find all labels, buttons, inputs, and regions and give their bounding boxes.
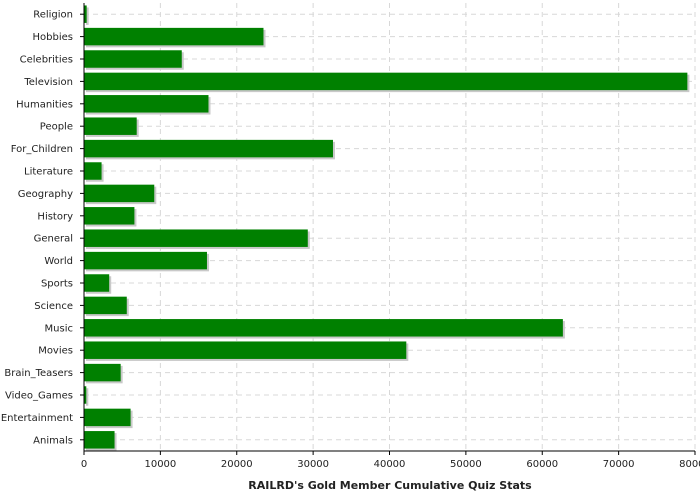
y-tick-labels: Religion Hobbies Celebrities Television Huma… [1, 10, 84, 446]
y-tick-label: Music [45, 323, 73, 334]
x-tick-label: 10000 [144, 459, 176, 470]
y-tick-label: Science [34, 301, 73, 312]
bar [84, 431, 115, 449]
bar [84, 27, 264, 46]
y-tick-label: Sports [41, 279, 73, 290]
bar [84, 139, 333, 158]
bar-shadow [86, 7, 89, 25]
x-tick-label: 20000 [221, 459, 253, 470]
y-tick-label: General [34, 234, 73, 245]
y-tick-label: Entertainment [1, 413, 73, 424]
bar [84, 50, 182, 68]
bars-group [84, 5, 690, 451]
x-tick-label: 50000 [450, 459, 482, 470]
x-tick-label: 80000 [679, 459, 700, 470]
y-tick-label: Animals [33, 435, 73, 446]
bar [84, 274, 110, 292]
x-tick-label: 40000 [374, 459, 406, 470]
bar [84, 72, 688, 91]
x-tick-label: 60000 [526, 459, 558, 470]
y-tick-label: For_Children [11, 144, 73, 155]
y-tick-label: Literature [24, 167, 73, 178]
bar [84, 5, 87, 23]
x-axis-title: RAILRD's Gold Member Cumulative Quiz Sta… [248, 479, 532, 492]
bar [84, 363, 121, 382]
bar [84, 95, 209, 113]
y-tick-label: Video_Games [5, 391, 73, 402]
bar [84, 207, 135, 225]
y-tick-label: History [37, 211, 73, 222]
x-tick-label: 70000 [603, 459, 635, 470]
bar [84, 386, 87, 404]
bar [84, 408, 131, 427]
x-tick-label: 30000 [297, 459, 329, 470]
y-tick-label: Hobbies [33, 32, 73, 43]
bar [84, 117, 137, 135]
y-tick-label: Geography [18, 189, 73, 200]
bar [84, 229, 308, 247]
bar [84, 251, 207, 270]
y-tick-label: Brain_Teasers [4, 368, 73, 379]
bar [84, 341, 407, 359]
bar-shadow [86, 388, 89, 406]
x-tick-labels: 0 10000 20000 30000 40000 50000 60000 70000 8000… [81, 451, 700, 470]
bar [84, 184, 155, 203]
bar [84, 296, 127, 315]
y-tick-label: World [44, 256, 73, 267]
y-tick-label: People [40, 122, 73, 133]
y-tick-label: Celebrities [20, 55, 73, 66]
y-tick-label: Religion [33, 10, 73, 21]
y-tick-label: Television [23, 77, 73, 88]
y-tick-label: Movies [38, 346, 73, 357]
y-tick-label: Humanities [16, 99, 73, 110]
bar [84, 319, 563, 337]
bar [84, 162, 102, 180]
x-tick-label: 0 [81, 459, 87, 470]
